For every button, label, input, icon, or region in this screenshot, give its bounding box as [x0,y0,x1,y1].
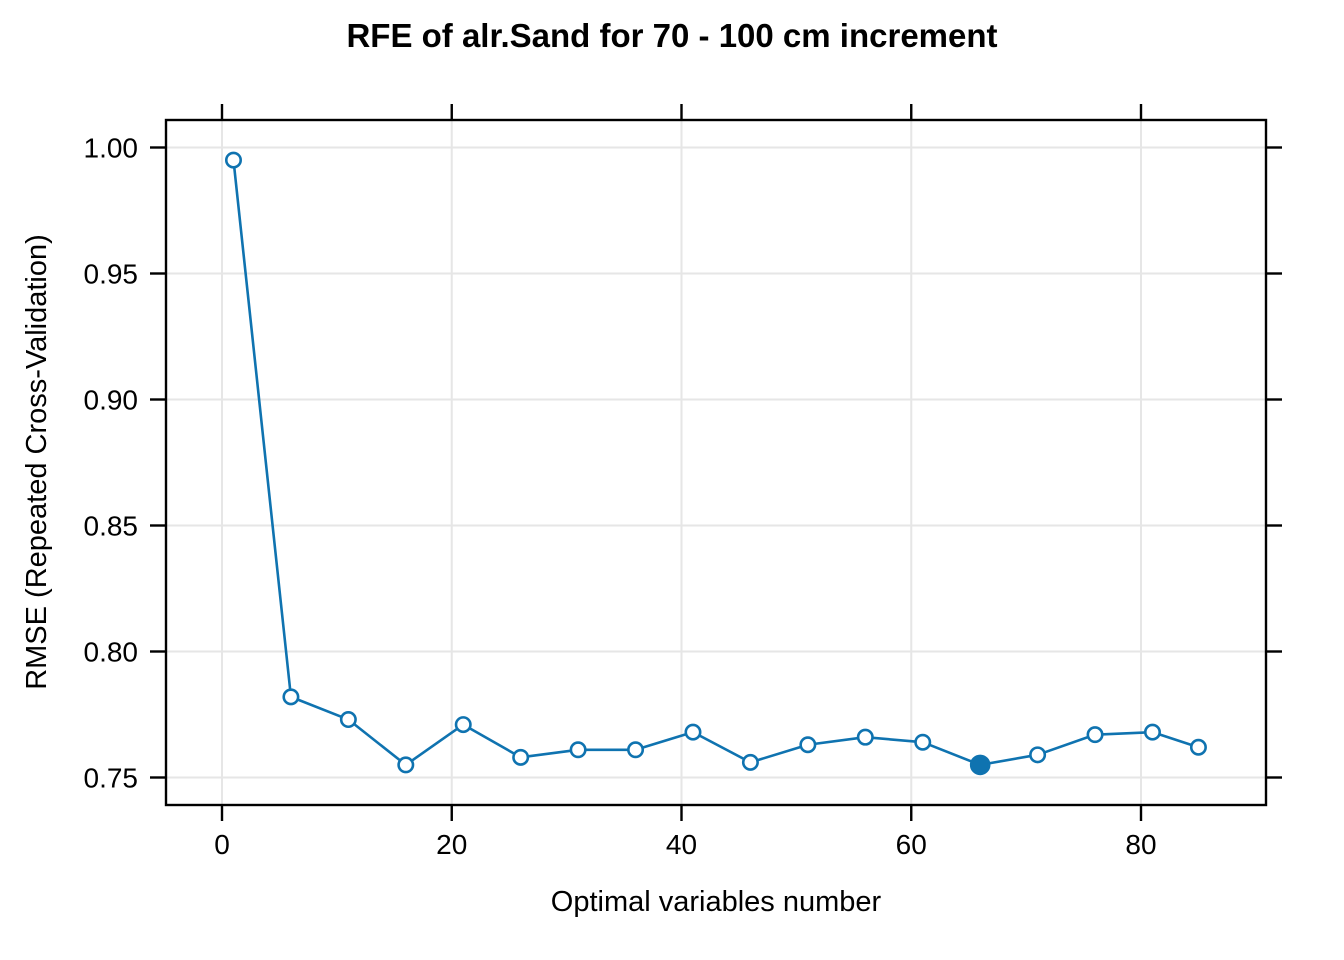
x-tick-label: 80 [1125,829,1156,860]
optimal-data-point [969,754,991,776]
chart-title: RFE of alr.Sand for 70 - 100 cm incremen… [346,17,997,54]
data-point [569,741,587,759]
x-tick-label: 20 [436,829,467,860]
data-point [1189,738,1207,756]
data-point [799,736,817,754]
data-point [684,723,702,741]
gridlines [166,120,1266,805]
y-tick-label: 0.95 [84,259,139,290]
y-tick-label: 0.75 [84,763,139,794]
data-point [627,741,645,759]
data-point [282,688,300,706]
data-point [397,756,415,774]
x-axis-label: Optimal variables number [551,886,882,918]
y-tick-label: 0.90 [84,385,139,416]
x-tick-label: 40 [666,829,697,860]
data-point [512,748,530,766]
y-axis-label: RMSE (Repeated Cross-Validation) [21,234,53,690]
rmse-series [224,151,1207,776]
y-tick-label: 0.85 [84,511,139,542]
data-point [224,151,242,169]
data-point [1143,723,1161,741]
data-point [339,711,357,729]
data-point [856,728,874,746]
data-point [1086,726,1104,744]
y-tick-label: 1.00 [84,133,139,164]
plot-border [164,118,1268,807]
axes-and-ticks: 0 20 40 60 80 0.75 0.80 0.85 0.90 0.95 1.00 [84,104,1282,860]
data-point [454,716,472,734]
y-tick-label: 0.80 [84,637,139,668]
data-point [1029,746,1047,764]
x-tick-label: 0 [214,829,230,860]
data-point [914,733,932,751]
rmse-line [232,159,1199,767]
data-point [741,753,759,771]
x-tick-label: 60 [896,829,927,860]
